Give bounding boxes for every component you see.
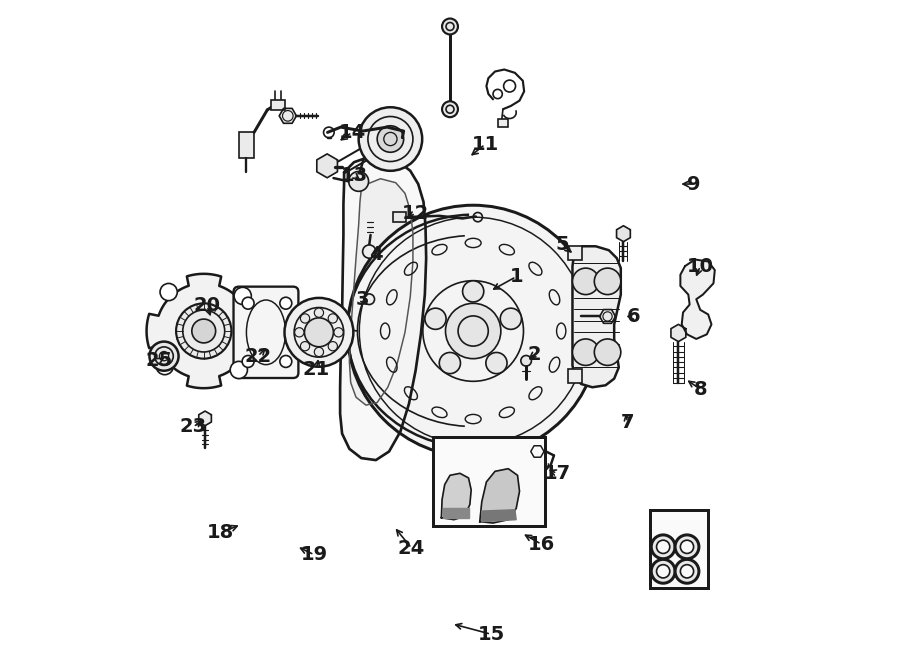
Text: 15: 15 (477, 625, 505, 643)
Circle shape (656, 540, 670, 553)
Polygon shape (670, 324, 686, 342)
Bar (434, 437, 544, 526)
Text: 16: 16 (527, 535, 555, 553)
Polygon shape (616, 226, 630, 242)
Circle shape (328, 314, 338, 323)
Circle shape (192, 319, 216, 343)
Text: 7: 7 (621, 413, 634, 432)
Circle shape (328, 342, 338, 351)
Polygon shape (340, 158, 427, 460)
Circle shape (594, 268, 621, 295)
Bar (239, 132, 254, 158)
Text: 10: 10 (687, 257, 714, 275)
Text: 3: 3 (356, 290, 369, 308)
Circle shape (314, 348, 324, 357)
Circle shape (446, 303, 500, 359)
Circle shape (675, 535, 699, 559)
Bar (498, 119, 508, 127)
Polygon shape (480, 469, 519, 523)
Circle shape (463, 281, 484, 302)
Polygon shape (441, 473, 472, 520)
Circle shape (280, 297, 292, 309)
Text: 6: 6 (627, 307, 641, 326)
Text: 12: 12 (402, 204, 429, 222)
Polygon shape (147, 274, 261, 388)
Circle shape (314, 308, 324, 317)
Circle shape (572, 339, 598, 365)
Circle shape (363, 245, 376, 258)
Polygon shape (199, 411, 212, 426)
Text: 22: 22 (245, 347, 272, 365)
Circle shape (242, 355, 254, 367)
Text: 8: 8 (693, 380, 707, 399)
Text: 4: 4 (369, 246, 382, 264)
Text: 21: 21 (302, 360, 330, 379)
Text: 19: 19 (301, 545, 328, 564)
Circle shape (230, 361, 248, 379)
Circle shape (652, 559, 675, 583)
Circle shape (348, 171, 369, 191)
Text: 23: 23 (180, 418, 207, 436)
Polygon shape (680, 260, 715, 339)
Text: 14: 14 (338, 123, 365, 142)
Text: 5: 5 (555, 236, 570, 254)
Circle shape (364, 294, 374, 305)
Polygon shape (349, 179, 413, 405)
Polygon shape (599, 310, 616, 323)
Polygon shape (531, 446, 544, 457)
Polygon shape (444, 508, 469, 518)
Text: 17: 17 (544, 464, 571, 483)
Circle shape (486, 352, 507, 373)
Circle shape (304, 318, 333, 347)
Text: 24: 24 (398, 539, 425, 557)
Circle shape (442, 101, 458, 117)
Polygon shape (572, 246, 621, 387)
Circle shape (358, 107, 422, 171)
FancyBboxPatch shape (233, 287, 299, 378)
Circle shape (680, 565, 694, 578)
Circle shape (521, 355, 531, 366)
Bar (271, 100, 284, 110)
Circle shape (334, 328, 343, 337)
Text: 1: 1 (509, 267, 523, 286)
Bar (568, 369, 582, 383)
Circle shape (294, 328, 304, 337)
Polygon shape (317, 154, 338, 178)
Circle shape (442, 19, 458, 34)
Circle shape (500, 308, 521, 330)
Circle shape (284, 298, 354, 367)
Circle shape (234, 287, 251, 305)
Text: 9: 9 (687, 175, 700, 193)
Circle shape (652, 535, 675, 559)
Circle shape (377, 126, 404, 152)
Circle shape (301, 314, 310, 323)
Circle shape (680, 540, 694, 553)
Circle shape (439, 352, 461, 373)
Text: 20: 20 (194, 297, 220, 315)
Circle shape (176, 303, 231, 359)
Text: 18: 18 (207, 524, 234, 542)
Polygon shape (279, 109, 296, 123)
Circle shape (160, 283, 177, 301)
Bar (568, 246, 582, 260)
Circle shape (157, 357, 174, 375)
Text: 11: 11 (472, 135, 499, 154)
Circle shape (675, 559, 699, 583)
Circle shape (572, 268, 598, 295)
Circle shape (594, 339, 621, 365)
Polygon shape (482, 510, 517, 522)
Bar (393, 212, 406, 222)
Bar (650, 510, 708, 588)
Text: 13: 13 (340, 166, 367, 185)
Text: 25: 25 (145, 352, 172, 370)
Circle shape (656, 565, 670, 578)
Circle shape (301, 342, 310, 351)
Circle shape (347, 205, 599, 457)
Circle shape (425, 308, 446, 330)
Circle shape (242, 297, 254, 309)
Circle shape (149, 342, 178, 371)
Circle shape (280, 355, 292, 367)
Text: 2: 2 (528, 345, 542, 363)
